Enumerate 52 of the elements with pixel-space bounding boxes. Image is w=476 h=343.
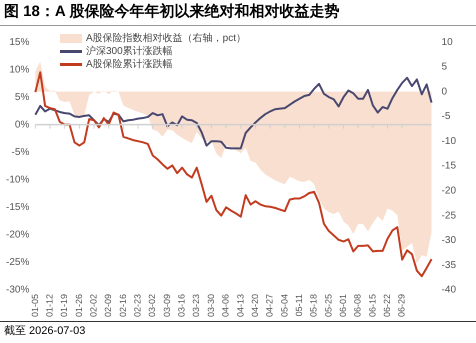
y2-tick-label: -25	[442, 210, 456, 222]
x-tick-label: 01-19	[59, 294, 70, 318]
y-tick-label: -5%	[12, 146, 30, 158]
x-tick-label: 05-11	[294, 294, 304, 316]
y-tick-label: -30%	[6, 284, 30, 296]
x-tick-label: 04-06	[220, 294, 231, 318]
x-tick-label: 05-18	[308, 294, 319, 318]
y2-tick-label: 0	[442, 86, 448, 98]
x-tick-label: 03-16	[176, 294, 187, 318]
x-tick-label: 06-29	[396, 294, 407, 318]
x-tick-label: 04-13	[235, 294, 246, 318]
x-tick-label: 04-20	[250, 294, 260, 318]
y-tick-label: 5%	[14, 92, 30, 103]
x-tick-label: 06-08	[352, 294, 363, 318]
x-tick-label: 06-15	[367, 294, 378, 318]
chart-title: 图 18：A 股保险今年年初以来绝对和相对收益走势	[0, 0, 476, 26]
y-tick-label: -10%	[6, 174, 30, 186]
x-tick-label: 03-09	[162, 294, 172, 318]
legend-label: A股保险累计涨跌幅	[86, 58, 173, 71]
legend-label: 沪深300累计涨跌幅	[86, 45, 173, 58]
text: 截至 2026-07-03	[4, 325, 86, 337]
y2-tick-label: -30	[442, 235, 456, 246]
x-tick-label: 04-27	[264, 294, 275, 318]
y2-tick-label: 10	[442, 36, 454, 48]
x-tick-label: 01-12	[44, 294, 55, 318]
y2-tick-label: 5	[442, 62, 448, 73]
x-tick-label: 02-09	[103, 294, 114, 318]
x-tick-label: 02-23	[132, 294, 143, 318]
y2-tick-label: -10	[442, 136, 456, 147]
y-tick-label: 10%	[9, 64, 30, 76]
x-tick-label: 01-05	[30, 294, 40, 318]
y2-tick-label: -35	[442, 260, 456, 271]
y-tick-label: -25%	[6, 257, 30, 268]
y2-tick-label: -5	[442, 111, 451, 122]
x-tick-label: 05-25	[323, 294, 334, 318]
x-tick-label: 03-23	[191, 294, 202, 318]
y-tick-label: 0%	[14, 119, 30, 130]
x-tick-label: 06-22	[382, 294, 392, 318]
x-tick-label: 02-02	[88, 294, 99, 318]
y-tick-label: -20%	[6, 230, 30, 241]
y2-tick-label: -20	[442, 186, 456, 197]
x-tick-label: 06-01	[338, 294, 348, 318]
y2-tick-label: -40	[442, 284, 456, 296]
x-tick-label: 03-02	[147, 294, 158, 318]
x-tick-label: 01-26	[74, 294, 84, 318]
y2-tick-label: -15	[442, 160, 456, 172]
y-tick-label: 15%	[9, 36, 30, 48]
x-tick-label: 05-04	[279, 294, 290, 318]
x-tick-label: 03-30	[206, 294, 216, 318]
y-tick-label: -15%	[6, 202, 30, 214]
x-tick-label: 02-16	[118, 294, 128, 318]
legend-label: A股保险指数相对收益（右轴，pct）	[86, 32, 246, 45]
